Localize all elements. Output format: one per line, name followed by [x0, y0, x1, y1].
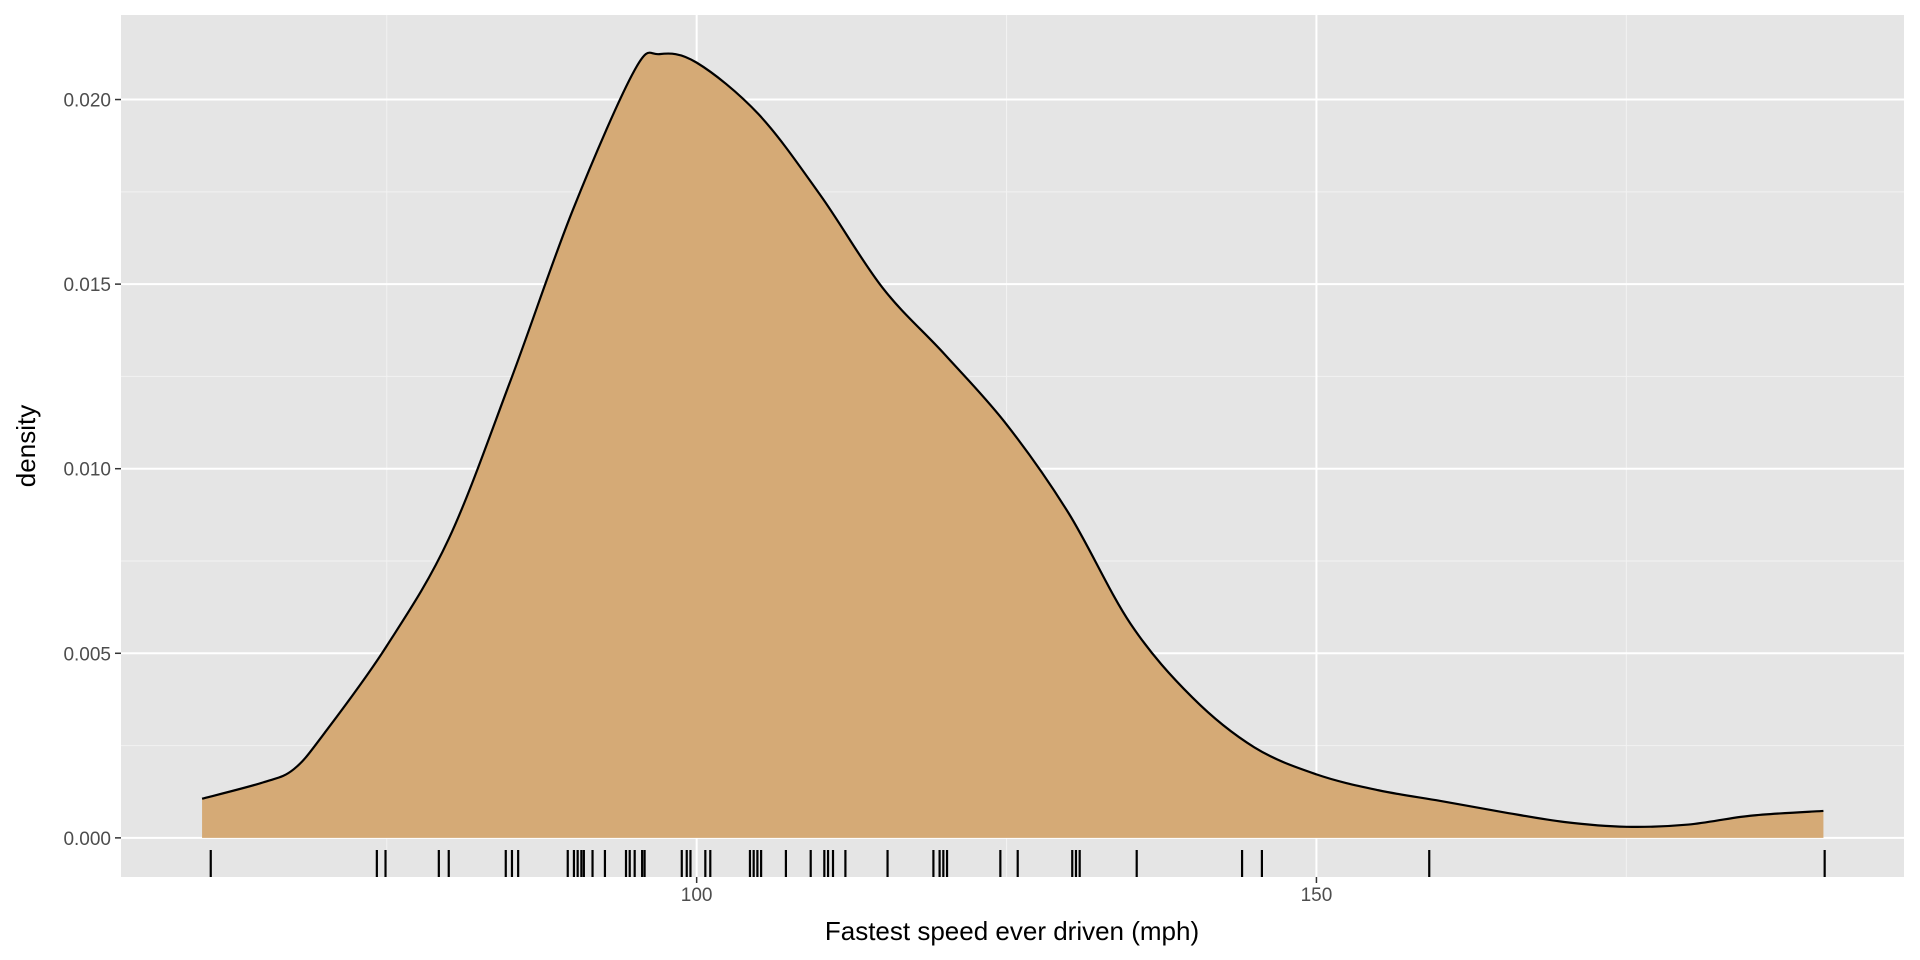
y-tick-label: 0.020 [63, 91, 111, 112]
y-tick-label: 0.000 [63, 829, 111, 850]
x-tick-label: 100 [681, 885, 713, 906]
density-area [202, 52, 1824, 838]
x-tick-label: 150 [1301, 885, 1333, 906]
x-axis-title: Fastest speed ever driven (mph) [825, 916, 1199, 946]
density-line [201, 51, 1824, 828]
y-tick-label: 0.015 [63, 275, 111, 296]
y-tick-label: 0.005 [63, 644, 111, 665]
y-tick-label: 0.010 [63, 460, 111, 481]
marks [201, 51, 1826, 877]
axes: 100 150 0.000 0.005 0.010 0.015 0.020 [63, 91, 1332, 906]
y-axis-title: density [11, 405, 41, 487]
